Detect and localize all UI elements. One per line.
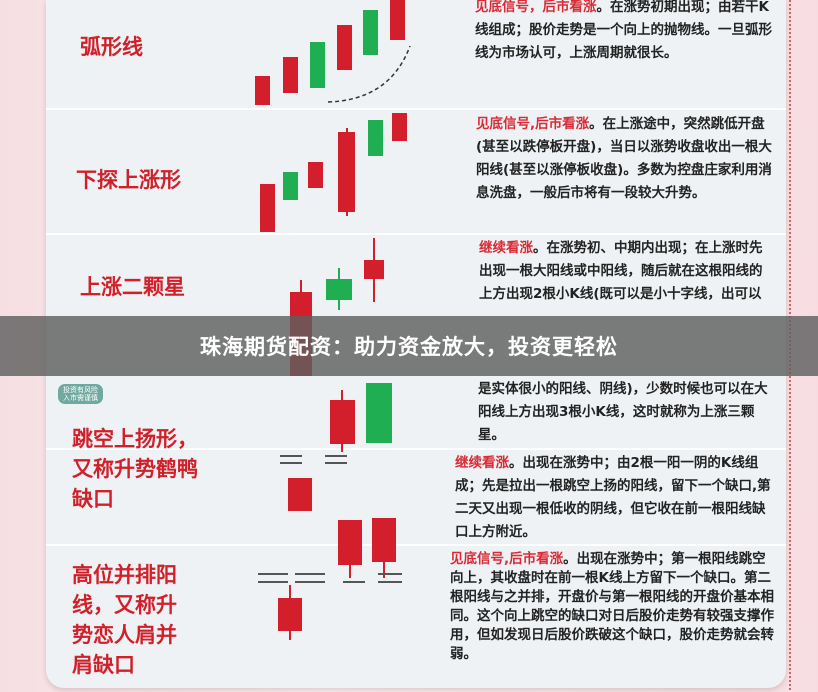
signal-label: 见底信号,后市看涨: [476, 116, 590, 132]
pattern-title: 跳空上扬形，又称升势鹤鸭缺口: [72, 427, 198, 511]
pattern-description: 见底信号,后市看涨。在上涨途中，突然跳低开盘(甚至以跌停板开盘)，当日以涨势收盘…: [476, 113, 774, 205]
risk-badge: 投资有风险 入市需谨慎: [58, 384, 103, 404]
row-divider: [46, 450, 786, 546]
gap-line: [378, 581, 402, 583]
description-text: 。在上涨途中，突然跳低开盘(甚至以跌停板开盘)，当日以涨势收盘收出一根大阳线(甚…: [476, 116, 772, 201]
candle-up: [260, 184, 275, 232]
candle-down: [310, 42, 325, 88]
signal-label: 继续看涨: [479, 240, 533, 256]
candle-up: [283, 57, 298, 93]
candle-up: [288, 478, 312, 511]
pattern-description: 见底信号，后市看涨。在涨势初期出现；由若干K线组成；股价走势是一个向上的抛物线。…: [475, 0, 775, 65]
row-divider: [46, 110, 786, 235]
candle-wick: [349, 560, 351, 578]
gap-line: [258, 573, 288, 575]
signal-label: 见底信号，后市看涨: [475, 0, 597, 15]
signal-label: 见底信号,后市看涨: [450, 551, 564, 567]
candle-down: [326, 279, 352, 300]
pattern-title: 弧形线: [80, 35, 143, 59]
candle-up: [372, 518, 396, 562]
candle-up: [308, 162, 323, 188]
candle-up: [390, 0, 405, 40]
badge-line: 入市需谨慎: [63, 394, 98, 402]
gap-line: [325, 455, 347, 457]
description-text: 。在涨势初期出现；由若干K线组成；股价走势是一个向上的抛物线。一旦弧形线为市场认…: [475, 0, 772, 61]
candle-up: [330, 400, 355, 444]
pattern-title: 高位并排阳线，又称升势恋人肩并肩缺口: [72, 563, 177, 677]
gap-line: [280, 455, 302, 457]
candle-down: [366, 383, 392, 443]
gap-line: [378, 573, 402, 575]
candle-up: [278, 598, 302, 631]
pattern-description: 继续看涨。在涨势初、中期内出现；在上涨时先出现一根大阳线或中阳线，随后就在这根阳…: [478, 237, 772, 447]
pattern-description: 见底信号,后市看涨。出现在涨势中；第一根阳线跳空向上，其收盘时在前一根K线上方留…: [450, 550, 778, 664]
candle-up: [255, 76, 270, 105]
overlay-banner: 珠海期货配资：助力资金放大，投资更轻松: [0, 316, 818, 376]
row-divider: [46, 0, 786, 110]
candle-up: [364, 260, 384, 279]
gap-line: [343, 581, 365, 583]
candle-down: [368, 120, 383, 156]
candle-down: [363, 10, 378, 55]
gap-line: [280, 462, 302, 464]
candle-up: [338, 520, 362, 565]
candle-up: [392, 113, 407, 141]
candle-wick: [383, 558, 385, 578]
candle-up: [337, 25, 352, 70]
badge-line: 投资有风险: [63, 386, 98, 394]
arc-curve: [327, 45, 411, 103]
pattern-description: 继续看涨。出现在涨势中；由2根一阳一阴的K线组成；先是拉出一根跳空上扬的阳线，留…: [455, 452, 777, 544]
pattern-title: 上涨二颗星: [80, 275, 185, 299]
description-text: 。出现在涨势中；第一根阳线跳空向上，其收盘时在前一根K线上方留下一个缺口。第二根…: [450, 551, 774, 662]
gap-line: [325, 462, 347, 464]
description-text: 。在涨势初、中期内出现；在上涨时先出现一根大阳线或中阳线，随后就在这根阳线的上方…: [478, 240, 768, 443]
row-divider: [46, 235, 786, 450]
pattern-title: 下探上涨形: [76, 168, 181, 192]
gap-line: [295, 581, 325, 583]
candle-down: [283, 172, 298, 200]
candle-up: [338, 132, 355, 212]
description-text: 。出现在涨势中；由2根一阳一阴的K线组成；先是拉出一根跳空上扬的阳线，留下一个缺…: [455, 455, 771, 540]
gap-line: [295, 573, 325, 575]
signal-label: 继续看涨: [455, 455, 509, 471]
gap-line: [258, 581, 288, 583]
